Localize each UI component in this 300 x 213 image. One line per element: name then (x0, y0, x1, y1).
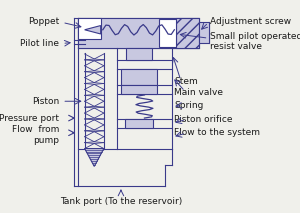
Bar (176, 18, 199, 48)
Bar (125, 119, 153, 128)
Bar (121, 85, 157, 94)
Text: Pilot line: Pilot line (20, 39, 59, 48)
Text: Pressure port: Pressure port (0, 114, 59, 122)
Text: Adjustment screw: Adjustment screw (210, 17, 291, 26)
Text: Tank port (To the reservoir): Tank port (To the reservoir) (60, 197, 182, 206)
Text: Flow to the system: Flow to the system (174, 128, 260, 137)
Bar (78, 18, 101, 39)
Text: Poppet: Poppet (28, 17, 59, 26)
Polygon shape (85, 148, 104, 166)
Text: Stem: Stem (174, 77, 198, 86)
Text: Main valve: Main valve (174, 88, 223, 97)
Text: Small pilot operated
resist valve: Small pilot operated resist valve (210, 32, 300, 51)
Bar (121, 69, 157, 85)
Bar (78, 18, 199, 48)
Text: Spring: Spring (174, 101, 204, 110)
Text: Flow  from
pump: Flow from pump (12, 125, 59, 145)
Text: Piston orifice: Piston orifice (174, 115, 233, 124)
Text: Piston: Piston (32, 97, 59, 106)
Bar (159, 19, 176, 47)
Bar (126, 48, 152, 60)
Polygon shape (85, 26, 101, 34)
Bar (199, 22, 208, 43)
